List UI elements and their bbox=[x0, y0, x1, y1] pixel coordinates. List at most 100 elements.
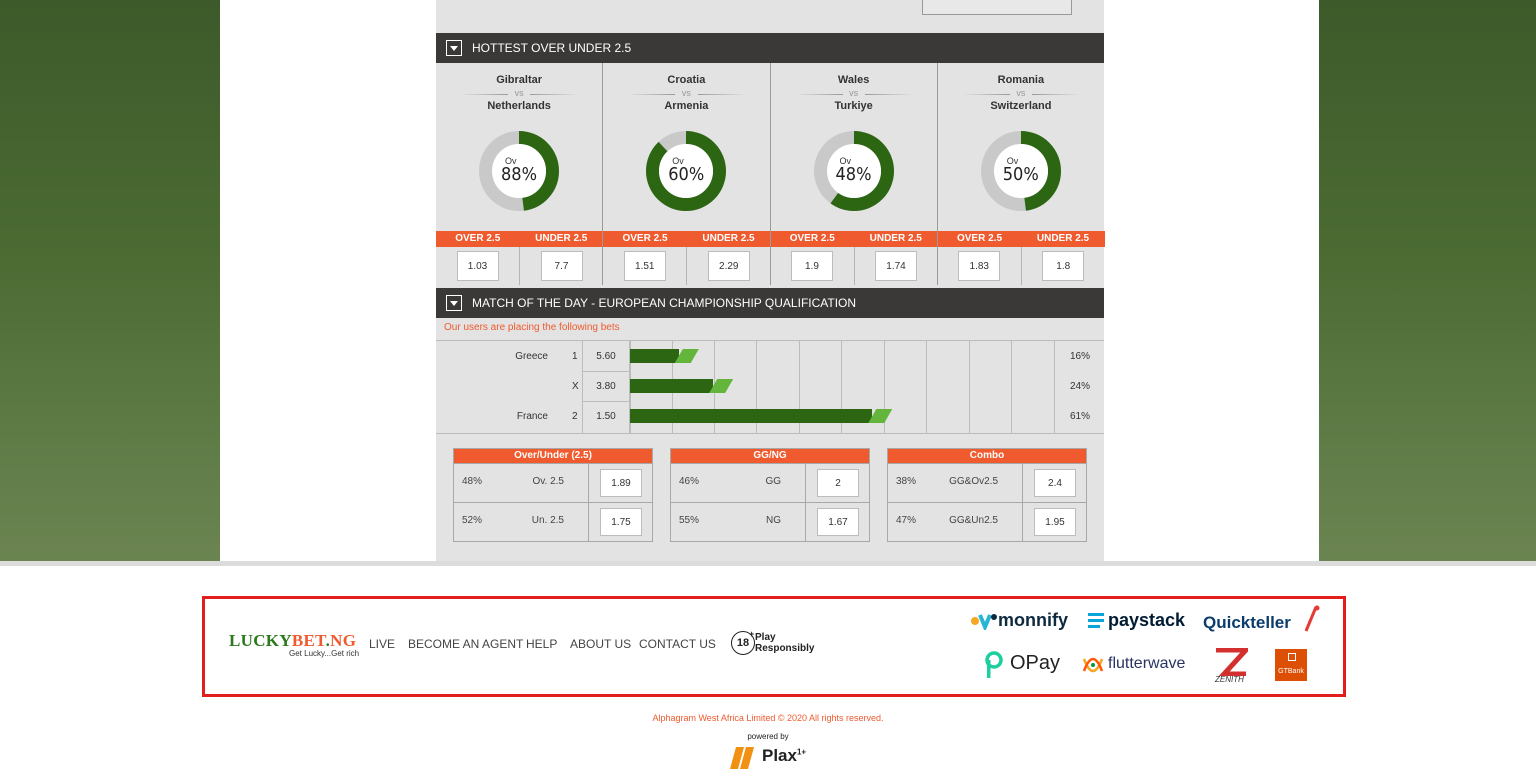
monnify-logo: monnify bbox=[998, 610, 1068, 630]
bet-share-bar bbox=[630, 379, 714, 393]
home-team: Wales bbox=[837, 74, 870, 86]
over-percentage-donut bbox=[813, 131, 894, 211]
hottest-title: HOTTEST OVER UNDER 2.5 bbox=[472, 41, 632, 55]
play-responsibly: Play Responsibly bbox=[755, 632, 815, 654]
footer-link-help[interactable]: HELP bbox=[526, 637, 558, 651]
over-label: OVER 2.5 bbox=[789, 233, 835, 244]
outcome-odd[interactable]: 1.50 bbox=[596, 411, 616, 422]
quickteller-swoosh-icon bbox=[1304, 605, 1320, 632]
market-odd-button[interactable]: 2 bbox=[817, 469, 859, 497]
footer-link-live[interactable]: LIVE bbox=[369, 637, 396, 651]
ov-label: Ov bbox=[672, 156, 684, 166]
bet-share-bar-tip bbox=[868, 409, 892, 423]
stadium-background-right bbox=[1319, 0, 1536, 562]
vs-divider: vs bbox=[771, 88, 937, 98]
under-odd-button[interactable]: 1.74 bbox=[875, 251, 917, 281]
under-label: UNDER 2.5 bbox=[869, 233, 922, 244]
outcome-code: X bbox=[572, 381, 579, 392]
market-odd-button[interactable]: 2.4 bbox=[1034, 469, 1076, 497]
over-percent: 60% bbox=[668, 164, 705, 185]
opay-logo: OPay bbox=[1010, 652, 1061, 674]
market-title: Over/Under (2.5) bbox=[454, 449, 652, 463]
market-box-combo: Combo 38% GG&Ov2.5 2.4 47% GG&Un2.5 1.95 bbox=[887, 448, 1087, 542]
paystack-logo: paystack bbox=[1108, 610, 1186, 630]
vs-divider: vs bbox=[938, 88, 1104, 98]
away-team: Switzerland bbox=[990, 100, 1052, 112]
ov-label: Ov bbox=[839, 156, 852, 166]
zenith-logo: ZENITH bbox=[1215, 675, 1244, 684]
hottest-section-header[interactable]: HOTTEST OVER UNDER 2.5 bbox=[436, 33, 1104, 63]
market-row: 47% GG&Un2.5 1.95 bbox=[888, 502, 1086, 541]
under-odd-button[interactable]: 1.8 bbox=[1042, 251, 1085, 281]
bet-row: X 3.80 24% bbox=[436, 371, 1104, 401]
outcome-code: 1 bbox=[572, 351, 578, 362]
market-row: 52% Un. 2.5 1.75 bbox=[454, 502, 652, 541]
stadium-background-left bbox=[0, 0, 220, 562]
market-odd-button[interactable]: 1.89 bbox=[600, 469, 642, 497]
bet-share-bar-tip bbox=[709, 379, 733, 393]
home-team: Romania bbox=[997, 74, 1045, 86]
bet-share-bar bbox=[630, 349, 679, 363]
market-box-over-under: Over/Under (2.5) 48% Ov. 2.5 1.89 52% Un… bbox=[453, 448, 653, 542]
collapse-toggle-icon[interactable] bbox=[446, 40, 462, 56]
quickteller-logo: Quickteller bbox=[1203, 613, 1291, 632]
footer-link-about[interactable]: ABOUT US bbox=[570, 637, 632, 651]
flutterwave-logo: flutterwave bbox=[1108, 655, 1186, 672]
market-percent: 52% bbox=[462, 515, 483, 526]
under-odd-button[interactable]: 2.29 bbox=[707, 251, 750, 281]
footer-link-contact[interactable]: CONTACT US bbox=[639, 637, 716, 651]
hot-match-card: Romania vs Switzerland Ov 50% OVER 2.5 U… bbox=[936, 63, 1105, 285]
outcome-odd[interactable]: 3.80 bbox=[596, 381, 616, 392]
donut-arc bbox=[646, 131, 727, 211]
footer-separator bbox=[0, 561, 1536, 566]
market-label: Ov. 2.5 bbox=[532, 476, 565, 487]
home-team: Gibraltar bbox=[496, 74, 543, 86]
luckybet-logo[interactable]: LUCKYBET.NG Get Lucky...Get rich bbox=[229, 631, 360, 658]
hot-match-card: Gibraltar vs Netherlands Ov 88% OVER 2.5… bbox=[436, 63, 603, 285]
ou-labels: OVER 2.5 UNDER 2.5 bbox=[770, 231, 938, 247]
footer-link-become-agent[interactable]: BECOME AN AGENT bbox=[408, 637, 524, 651]
bet-share-percent: 61% bbox=[1069, 411, 1090, 422]
market-odd-button[interactable]: 1.75 bbox=[600, 508, 642, 536]
over-odd-button[interactable]: 1.51 bbox=[623, 251, 666, 281]
bet-share-percent: 24% bbox=[1069, 381, 1090, 392]
under-label: UNDER 2.5 bbox=[1036, 233, 1090, 244]
over-percent: 88% bbox=[501, 164, 537, 185]
over-odd-button[interactable]: 1.83 bbox=[958, 251, 1001, 281]
market-title: Combo bbox=[888, 449, 1086, 463]
market-odd-button[interactable]: 1.95 bbox=[1034, 508, 1076, 536]
market-percent: 48% bbox=[462, 476, 483, 487]
opay-logo-icon bbox=[985, 651, 1003, 678]
under-odd-button[interactable]: 7.7 bbox=[540, 251, 583, 281]
market-row: 55% NG 1.67 bbox=[671, 502, 869, 541]
donut-arc bbox=[813, 131, 894, 211]
bets-distribution-table: Greece 1 5.60 16% X 3.80 24% France 2 1.… bbox=[436, 340, 1104, 434]
market-odd-button[interactable]: 1.67 bbox=[817, 508, 859, 536]
outcome-odd[interactable]: 5.60 bbox=[596, 351, 616, 362]
vs-divider: vs bbox=[603, 88, 769, 98]
market-label: GG&Ov2.5 bbox=[949, 476, 998, 487]
collapse-toggle-icon[interactable] bbox=[446, 295, 462, 311]
away-team: Netherlands bbox=[487, 100, 551, 112]
market-percent: 38% bbox=[896, 476, 917, 487]
ou-labels: OVER 2.5 UNDER 2.5 bbox=[436, 231, 603, 247]
age-18-icon: 18 bbox=[731, 631, 755, 655]
donut-arc bbox=[980, 131, 1061, 211]
market-label: NG bbox=[766, 515, 781, 526]
motd-section-header[interactable]: MATCH OF THE DAY - EUROPEAN CHAMPIONSHIP… bbox=[436, 288, 1104, 318]
market-label: GG&Un2.5 bbox=[949, 515, 998, 526]
market-percent: 47% bbox=[896, 515, 917, 526]
team-name: Greece bbox=[515, 351, 548, 362]
over-odd-button[interactable]: 1.03 bbox=[456, 251, 499, 281]
over-odd-button[interactable]: 1.9 bbox=[791, 251, 833, 281]
ou-odds: 1.9 1.74 bbox=[771, 247, 938, 285]
plax-logo[interactable]: Plax1+ bbox=[762, 746, 807, 765]
zenith-logo-icon bbox=[1216, 648, 1248, 676]
vs-divider: vs bbox=[436, 88, 602, 98]
bet-row: France 2 1.50 61% bbox=[436, 401, 1104, 431]
over-percentage-donut bbox=[980, 131, 1061, 211]
hottest-grid: Gibraltar vs Netherlands Ov 88% OVER 2.5… bbox=[436, 63, 1105, 285]
over-label: OVER 2.5 bbox=[455, 233, 501, 244]
logo-tagline: Get Lucky...Get rich bbox=[289, 649, 360, 658]
market-percent: 46% bbox=[679, 476, 700, 487]
